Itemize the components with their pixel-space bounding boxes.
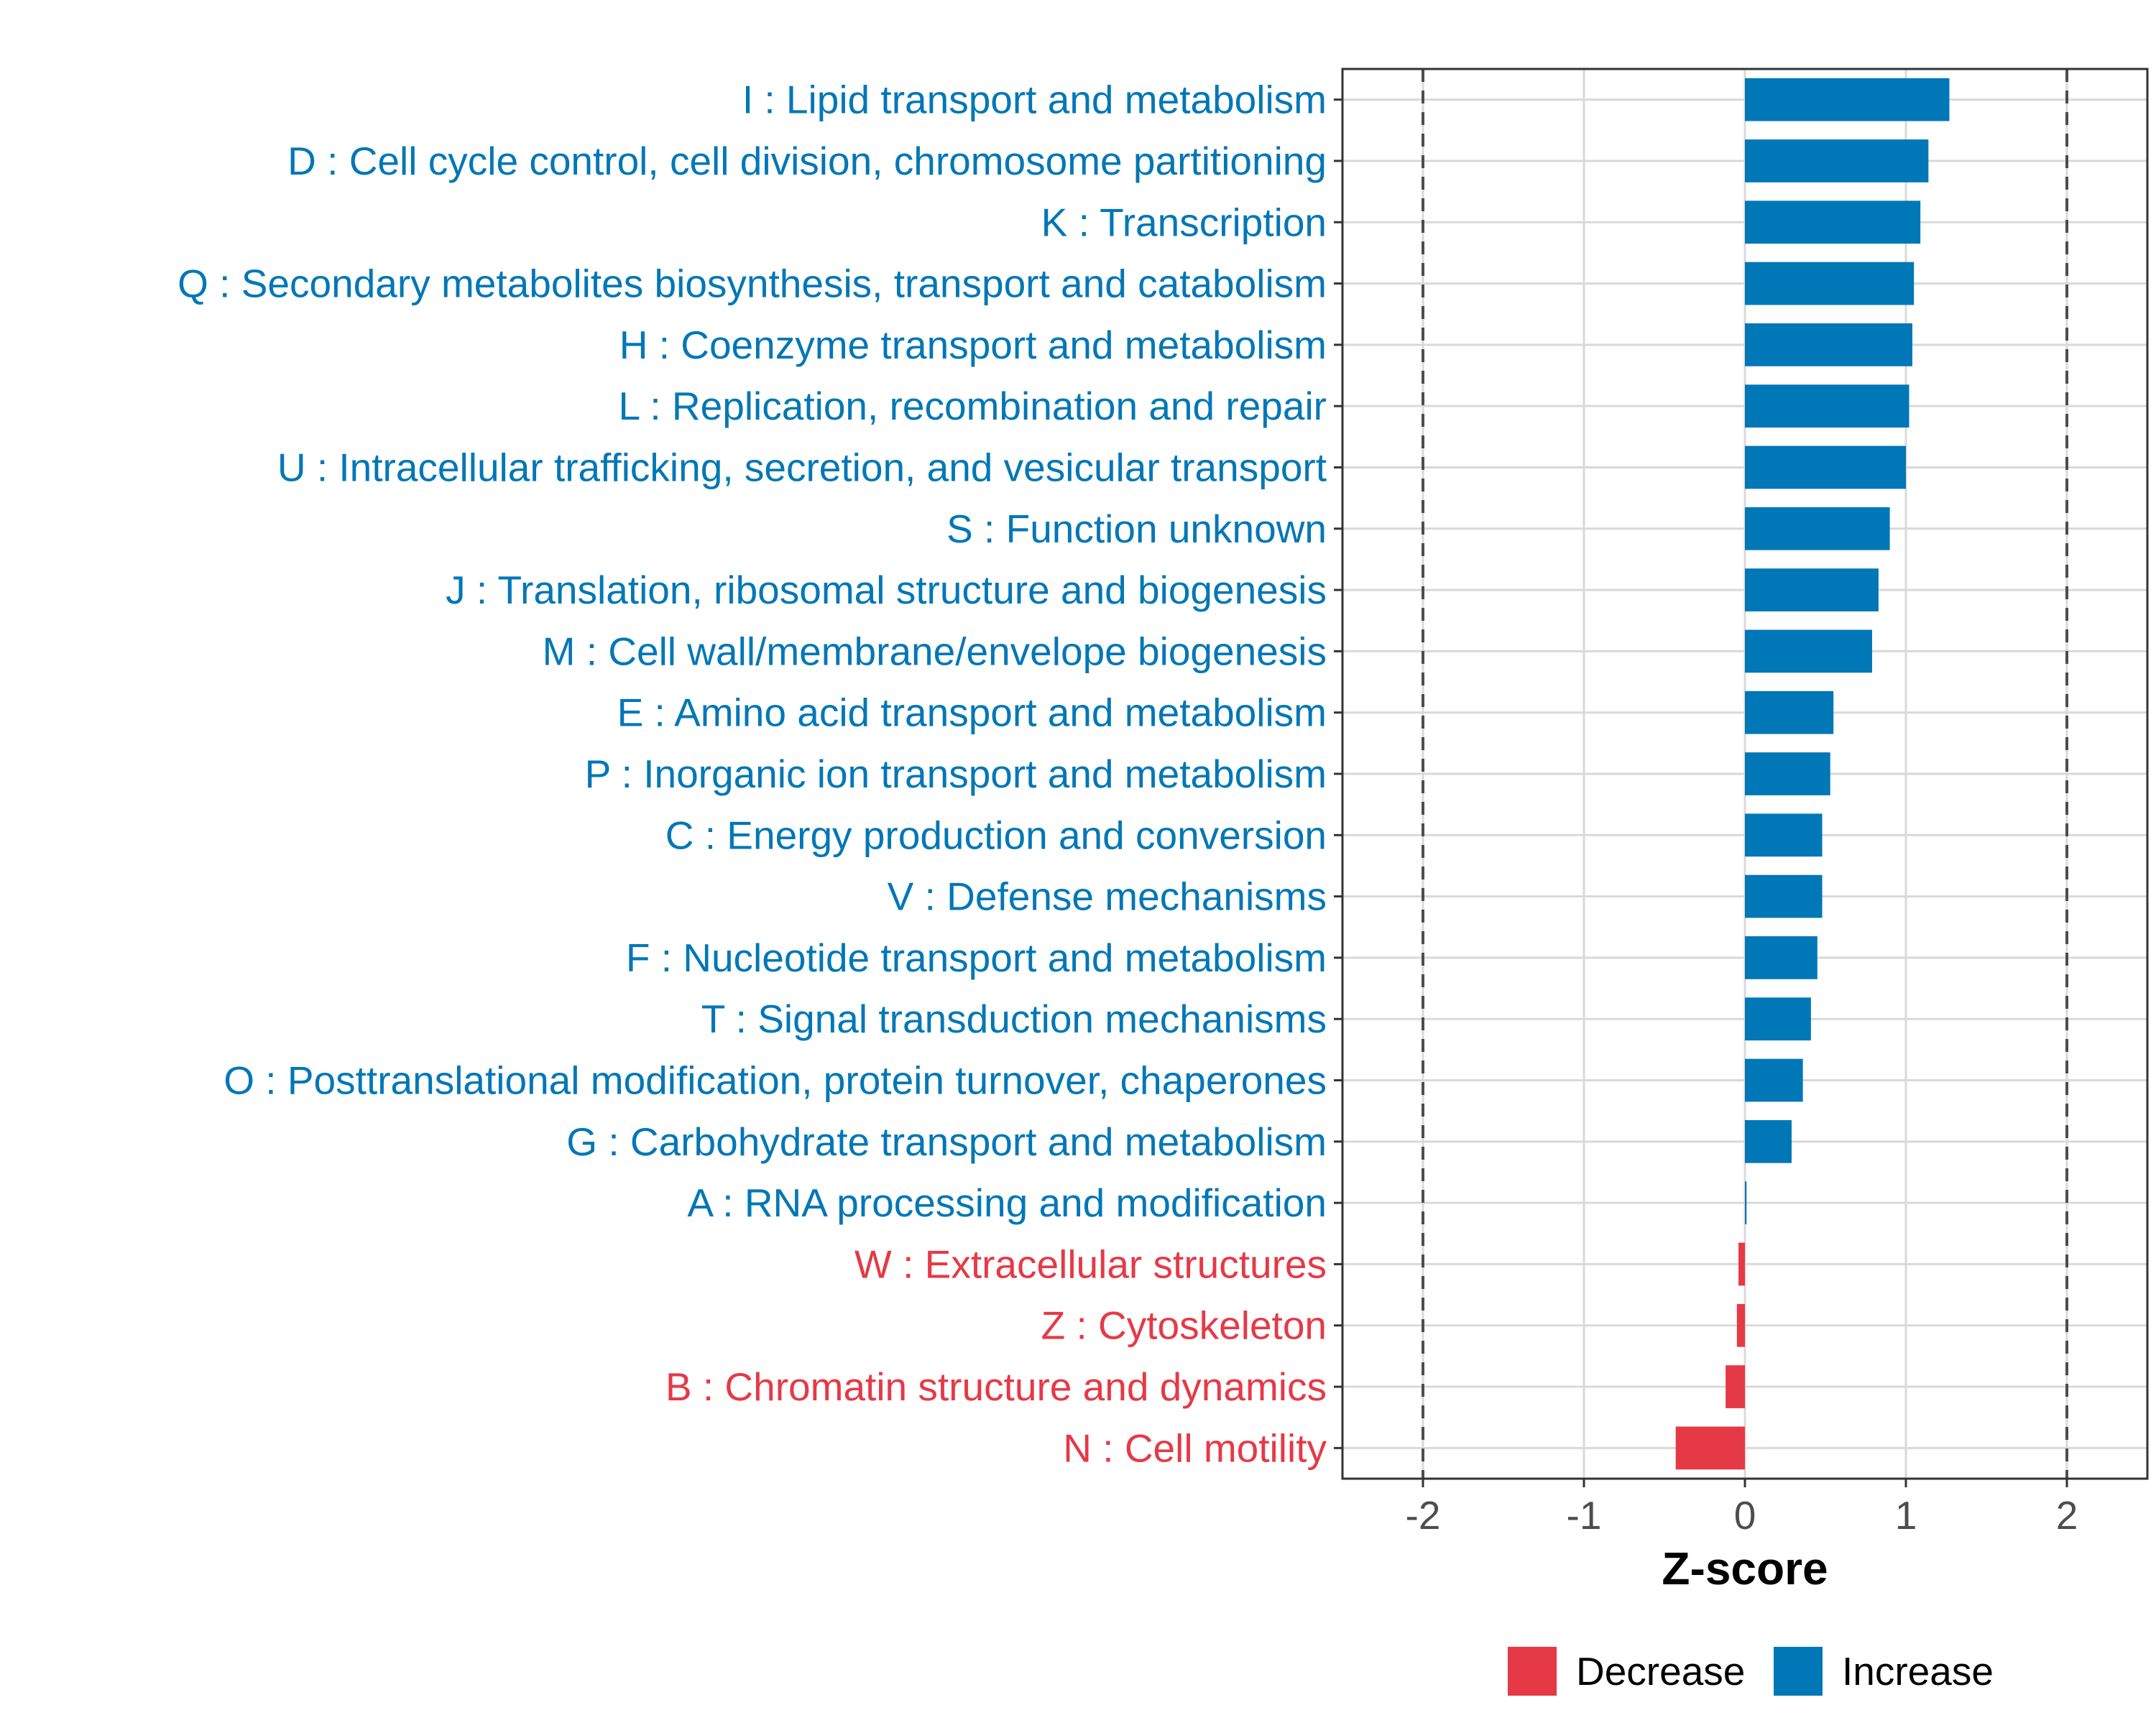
x-tick-label: 1 [1895, 1493, 1917, 1538]
category-labels: I : Lipid transport and metabolism D : Ce… [178, 78, 1327, 1471]
x-axis-title: Z-score [1662, 1543, 1828, 1594]
category-label: G : Carbohydrate transport and metabolis… [566, 1119, 1327, 1164]
bar [1745, 384, 1909, 428]
bar [1745, 813, 1823, 857]
category-label: W : Extracellular structures [854, 1242, 1327, 1286]
category-label: Z : Cytoskeleton [1041, 1303, 1327, 1348]
category-label: M : Cell wall/membrane/envelope biogenes… [543, 629, 1327, 673]
x-tick-label: 2 [2056, 1493, 2078, 1538]
category-label: P : Inorganic ion transport and metaboli… [585, 752, 1327, 796]
x-tick-label: 0 [1734, 1493, 1756, 1538]
reference-lines [1422, 69, 2068, 1479]
bar [1745, 323, 1912, 366]
legend: Decrease Increase [1508, 1647, 1994, 1696]
x-tick-label: -1 [1567, 1493, 1602, 1538]
bar [1745, 445, 1906, 489]
category-label: L : Replication, recombination and repai… [619, 384, 1327, 428]
category-label: K : Transcription [1041, 200, 1327, 244]
bar [1745, 139, 1929, 182]
bars [1675, 78, 1950, 1470]
bar [1726, 1365, 1745, 1408]
category-label: V : Defense mechanisms [888, 874, 1327, 919]
category-label: A : RNA processing and modification [687, 1181, 1327, 1225]
category-label: N : Cell motility [1063, 1426, 1327, 1470]
category-label: O : Posttranslational modification, prot… [224, 1058, 1327, 1103]
y-axis-ticks [1334, 98, 1342, 1449]
bar [1745, 507, 1890, 550]
category-label: Q : Secondary metabolites biosynthesis, … [178, 262, 1327, 306]
category-label: H : Coenzyme transport and metabolism [619, 323, 1327, 367]
category-label: E : Amino acid transport and metabolism [617, 690, 1327, 735]
bar [1745, 936, 1818, 979]
bar [1745, 78, 1950, 121]
bar [1745, 262, 1915, 305]
bar [1745, 1058, 1803, 1102]
bar [1745, 1119, 1792, 1163]
x-tick-label: -2 [1406, 1493, 1441, 1538]
legend-swatch-decrease [1508, 1647, 1557, 1696]
legend-swatch-increase [1774, 1647, 1823, 1696]
category-label: T : Signal transduction mechanisms [701, 997, 1327, 1041]
bar [1745, 874, 1823, 918]
bar [1745, 629, 1872, 673]
bar [1745, 997, 1811, 1041]
bar [1675, 1426, 1745, 1470]
bar [1745, 752, 1830, 795]
category-label: B : Chromatin structure and dynamics [665, 1364, 1327, 1409]
legend-label-increase: Increase [1842, 1649, 1994, 1694]
bar [1738, 1242, 1745, 1286]
bar [1745, 200, 1921, 244]
category-label: S : Function unknown [946, 507, 1327, 551]
bar [1745, 1181, 1747, 1224]
bar [1745, 568, 1879, 611]
x-axis-ticks: -2 -1 0 1 2 [1406, 1479, 2078, 1538]
bar [1736, 1303, 1745, 1347]
category-label: C : Energy production and conversion [665, 813, 1327, 857]
category-label: D : Cell cycle control, cell division, c… [287, 139, 1327, 183]
category-label: J : Translation, ribosomal structure and… [446, 568, 1327, 612]
category-label: U : Intracellular trafficking, secretion… [277, 445, 1327, 489]
category-label: F : Nucleotide transport and metabolism [626, 935, 1327, 980]
category-label: I : Lipid transport and metabolism [742, 78, 1327, 122]
bar [1745, 690, 1834, 734]
legend-label-decrease: Decrease [1576, 1649, 1745, 1694]
